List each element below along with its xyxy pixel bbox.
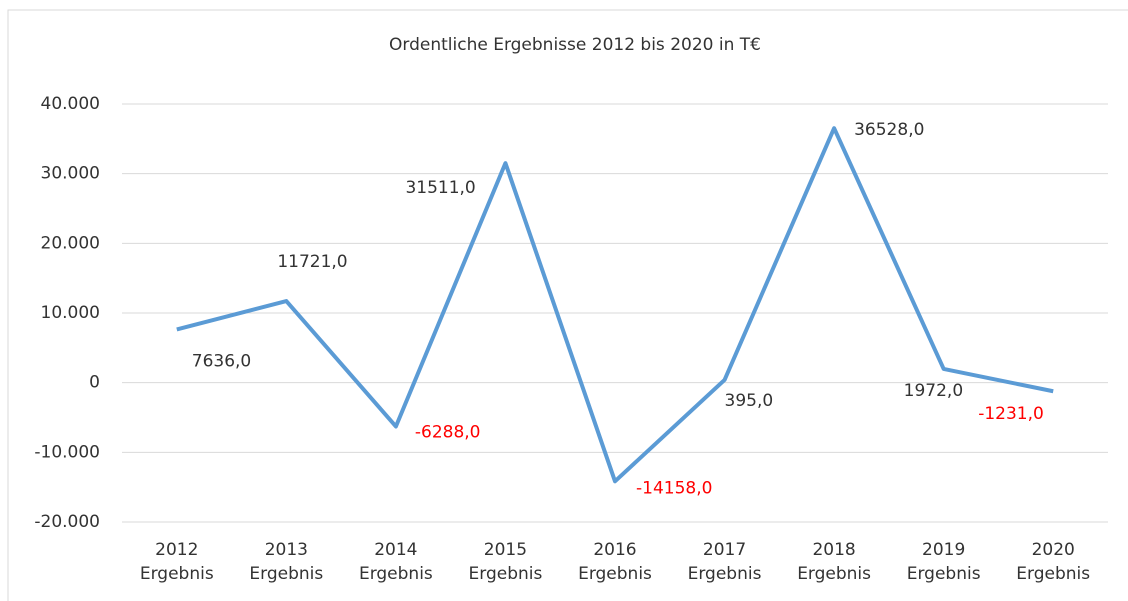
data-label: -1231,0: [978, 404, 1044, 424]
data-label: -6288,0: [415, 422, 481, 442]
x-tick-label: 2012 Ergebnis: [139, 540, 214, 584]
x-tick-label: 2020 Ergebnis: [1016, 540, 1091, 584]
y-tick-label: 0: [89, 373, 100, 393]
x-tick-label: 2013 Ergebnis: [249, 540, 324, 584]
line: [176, 126, 1054, 484]
x-tick-label: 2019 Ergebnis: [906, 540, 981, 584]
data-label: 11721,0: [277, 252, 347, 272]
x-tick-label: 2014 Ergebnis: [358, 540, 433, 584]
y-tick-label: -20.000: [34, 512, 100, 532]
x-tick-label: 2015 Ergebnis: [468, 540, 543, 584]
y-tick-label: -10.000: [34, 442, 100, 462]
y-tick-label: 40.000: [41, 94, 100, 114]
x-tick-label: 2016 Ergebnis: [578, 540, 652, 584]
x-tick-label: 2017 Ergebnis: [687, 540, 762, 584]
chart-title: Ordentliche Ergebnisse 2012 bis 2020 in …: [389, 35, 761, 55]
data-label: 36528,0: [854, 120, 924, 140]
y-tick-label: 10.000: [41, 303, 100, 323]
y-tick-label: 30.000: [41, 164, 100, 184]
chart-frame: [7, 9, 1128, 601]
data-label: 1972,0: [904, 381, 963, 401]
y-tick-label: 20.000: [41, 233, 100, 253]
data-label: 395,0: [725, 391, 774, 411]
data-label: 31511,0: [405, 178, 475, 198]
data-label: 7636,0: [192, 351, 251, 371]
data-label: -14158,0: [636, 478, 712, 498]
x-tick-label: 2018 Ergebnis: [797, 540, 872, 584]
